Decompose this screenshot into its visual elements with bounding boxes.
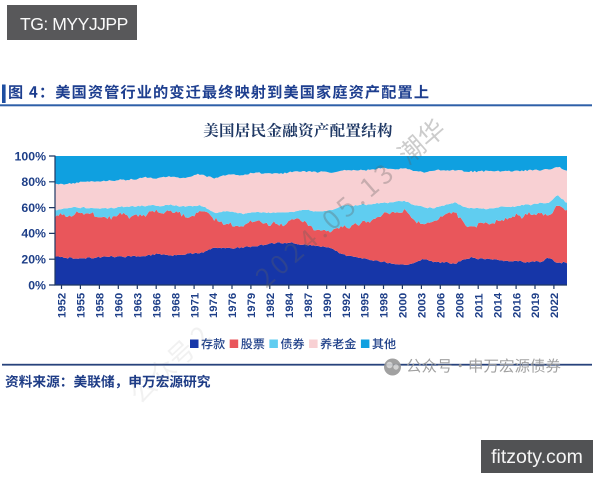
svg-text:1976: 1976 bbox=[227, 293, 239, 318]
svg-text:0%: 0% bbox=[28, 278, 46, 292]
svg-text:1974: 1974 bbox=[208, 292, 220, 318]
svg-text:100%: 100% bbox=[15, 149, 47, 163]
svg-text:2008: 2008 bbox=[454, 293, 466, 318]
svg-text:2022: 2022 bbox=[549, 293, 561, 318]
svg-text:1958: 1958 bbox=[95, 293, 107, 318]
svg-text:2019: 2019 bbox=[530, 293, 542, 318]
svg-text:80%: 80% bbox=[21, 175, 46, 189]
svg-text:1995: 1995 bbox=[360, 293, 372, 318]
svg-text:1984: 1984 bbox=[284, 292, 296, 318]
svg-text:1982: 1982 bbox=[265, 293, 277, 318]
svg-text:TG: MYYJJPP: TG: MYYJJPP bbox=[20, 14, 128, 34]
svg-text:1990: 1990 bbox=[322, 293, 334, 318]
svg-text:2003: 2003 bbox=[417, 293, 429, 318]
svg-text:fitzoty.com: fitzoty.com bbox=[491, 446, 583, 468]
svg-text:1987: 1987 bbox=[303, 293, 315, 318]
svg-text:1955: 1955 bbox=[76, 293, 88, 318]
svg-text:1998: 1998 bbox=[379, 293, 391, 318]
svg-text:1971: 1971 bbox=[189, 293, 201, 318]
svg-text:1979: 1979 bbox=[246, 293, 258, 318]
svg-text:1966: 1966 bbox=[151, 293, 163, 318]
svg-text:2014: 2014 bbox=[492, 292, 504, 318]
svg-text:1960: 1960 bbox=[114, 293, 126, 318]
svg-text:1992: 1992 bbox=[341, 293, 353, 318]
svg-text:1952: 1952 bbox=[57, 293, 69, 318]
svg-text:2006: 2006 bbox=[436, 293, 448, 318]
svg-text:60%: 60% bbox=[21, 201, 46, 215]
svg-text:1968: 1968 bbox=[170, 293, 182, 318]
svg-text:2000: 2000 bbox=[398, 293, 410, 318]
svg-text:2011: 2011 bbox=[473, 293, 485, 318]
svg-text:20%: 20% bbox=[21, 253, 46, 267]
svg-text:40%: 40% bbox=[21, 227, 46, 241]
svg-text:1963: 1963 bbox=[133, 293, 145, 318]
svg-text:2016: 2016 bbox=[511, 293, 523, 318]
